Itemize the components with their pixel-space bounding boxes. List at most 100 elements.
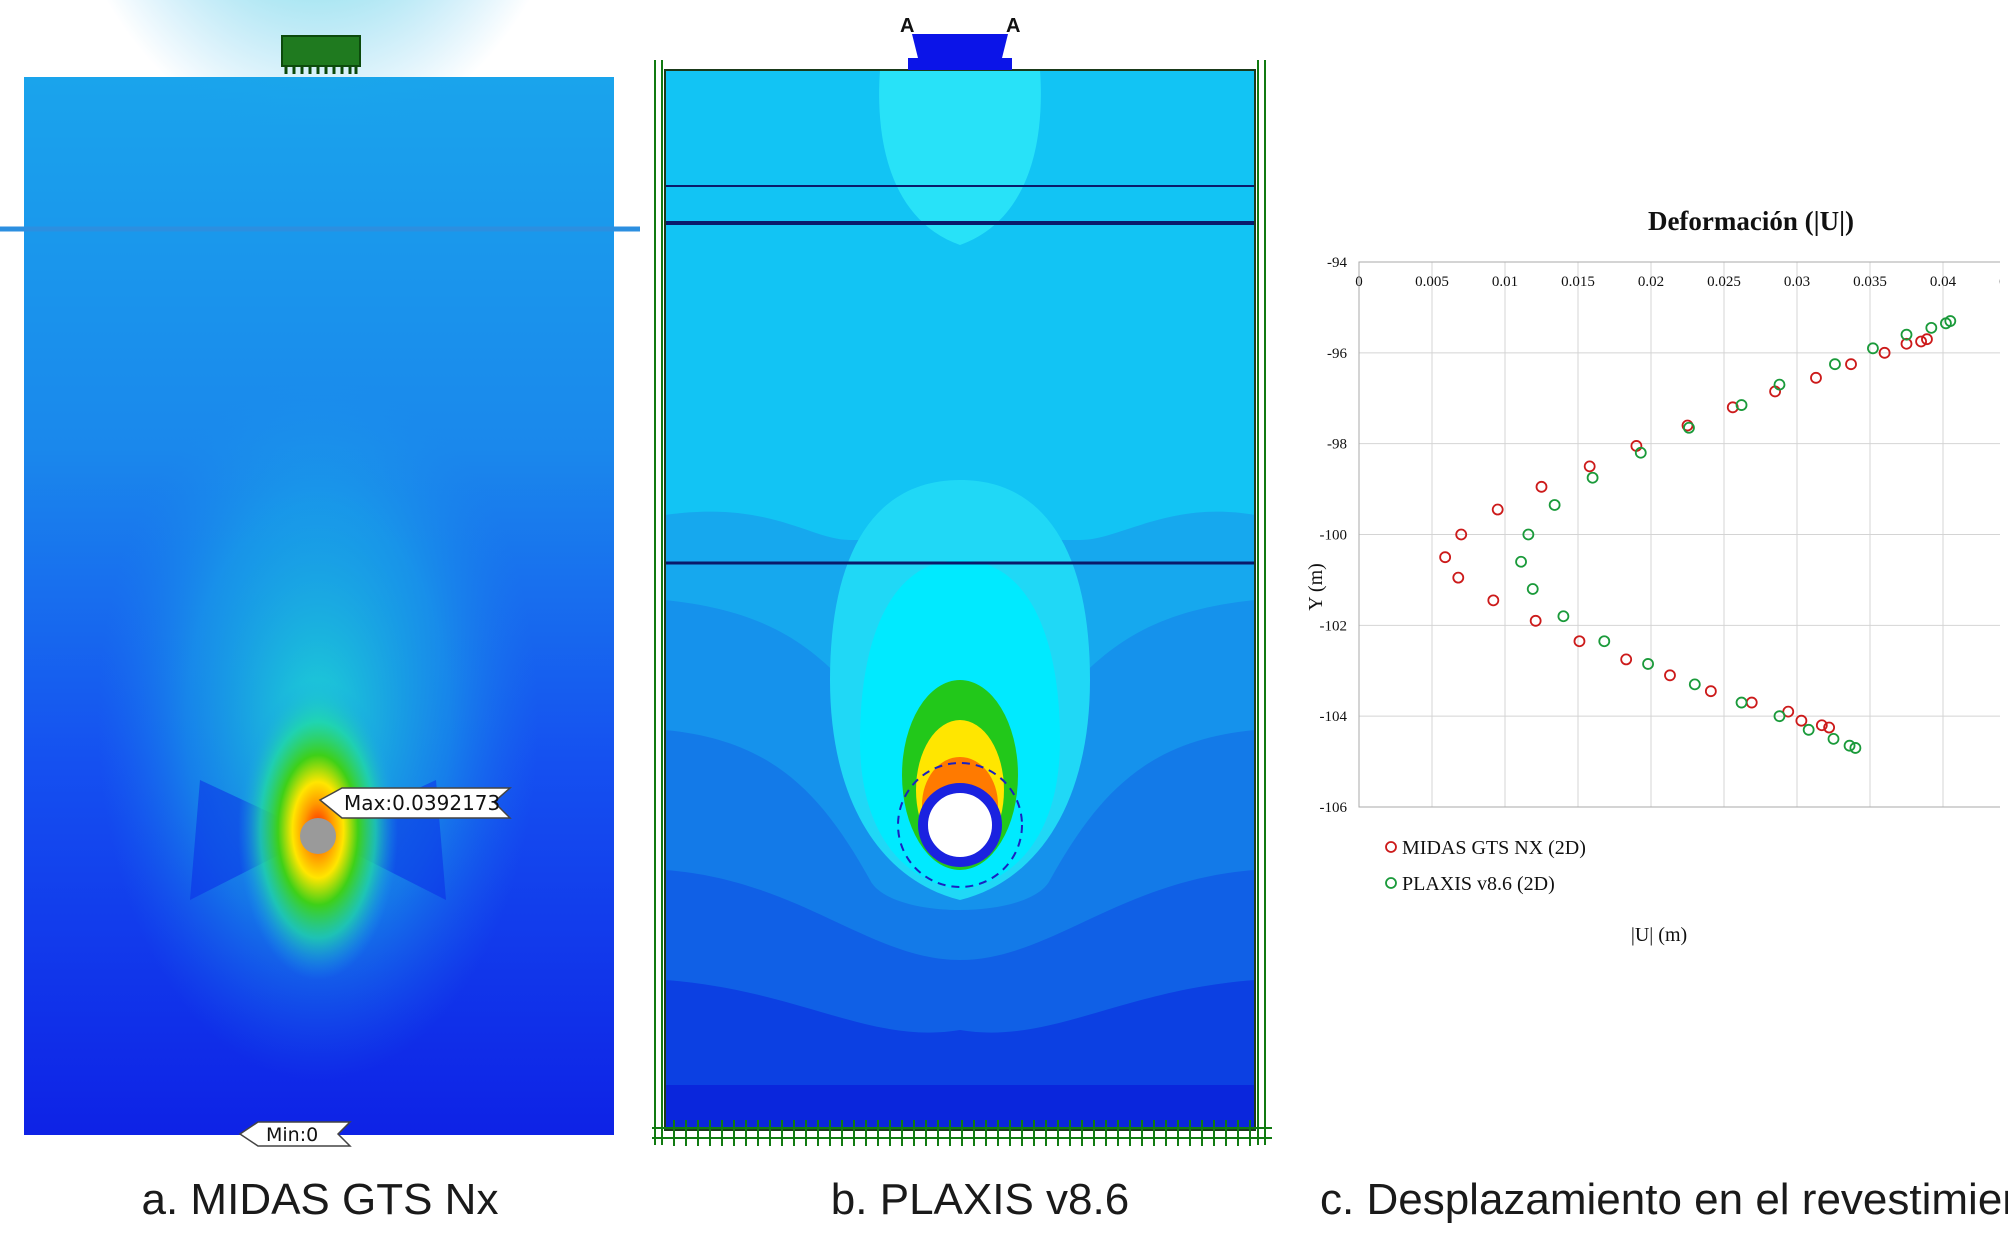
x-tick-label: 0.045 (1999, 274, 2000, 290)
data-point (1439, 551, 1452, 564)
data-point (1829, 358, 1841, 371)
contour-band-6 (665, 1085, 1255, 1130)
legend-label-midas: MIDAS GTS NX (2D) (1402, 837, 1586, 859)
data-point (1843, 739, 1856, 752)
data-point (1745, 696, 1758, 709)
plaxis-contour-plot: A A (652, 15, 1272, 1146)
data-point (1491, 503, 1504, 516)
x-tick-label: 0.03 (1784, 274, 1810, 290)
legend-label-plaxis: PLAXIS v8.6 (2D) (1402, 873, 1555, 895)
y-tick-label: -104 (1320, 709, 1348, 725)
y-tick-label: -94 (1327, 255, 1347, 271)
data-point (1452, 571, 1465, 584)
data-point (1573, 635, 1586, 648)
x-tick-label: 0.025 (1707, 274, 1741, 290)
max-label-callout: Max:0.0392173 (318, 787, 512, 819)
y-tick-label: -98 (1327, 437, 1347, 453)
caption-a: a. MIDAS GTS Nx (141, 1175, 499, 1224)
data-point (1802, 723, 1815, 736)
data-point (1704, 685, 1717, 698)
data-point (1598, 635, 1611, 648)
x-axis-label: |U| (m) (1631, 924, 1687, 946)
caption-b: b. PLAXIS v8.6 (830, 1175, 1130, 1224)
y-tick-label: -100 (1320, 528, 1348, 544)
tunnel-influence-ring (897, 762, 1023, 888)
x-tick-label: 0.015 (1561, 274, 1595, 290)
data-point (1688, 678, 1701, 691)
data-point (1795, 714, 1808, 727)
data-point (1620, 653, 1633, 666)
x-tick-label: 0.035 (1853, 274, 1887, 290)
tunnel-opening (300, 818, 336, 854)
data-point (1921, 333, 1933, 346)
max-label: Max:0.0392173 (344, 791, 500, 815)
data-point (1583, 460, 1596, 473)
point-label-a-right: A (1006, 15, 1020, 37)
x-tick-label: 0.01 (1492, 274, 1518, 290)
surface-bulb-outer (879, 70, 1041, 245)
data-point (1827, 732, 1840, 745)
x-tick-label: 0.02 (1638, 274, 1664, 290)
data-point (1526, 583, 1539, 595)
data-point (1925, 321, 1938, 334)
tunnel-lining (918, 783, 1002, 867)
plot-area (1358, 261, 2000, 808)
y-tick-labels: -94 -96 -98 -100 -102 -104 -106 (1320, 255, 1348, 816)
chart-legend: MIDAS GTS NX (2D) PLAXIS v8.6 (2D) (1385, 837, 1586, 895)
data-point (1586, 471, 1599, 484)
x-tick-label: 0 (1355, 274, 1363, 290)
data-point (1529, 614, 1542, 627)
data-point (1773, 710, 1786, 723)
data-point (1773, 378, 1786, 391)
data-point (1664, 669, 1676, 682)
y-tick-label: -106 (1320, 800, 1348, 816)
bottom-fixity-ticks (673, 1120, 1251, 1146)
legend-marker-plaxis (1385, 877, 1397, 889)
y-axis-label: Y (m) (1305, 563, 1327, 611)
plaxis-load-icon (908, 34, 1012, 70)
legend-marker-midas (1385, 841, 1397, 853)
point-label-a-left: A (900, 15, 914, 37)
data-point (1849, 742, 1862, 754)
y-tick-label: -102 (1320, 618, 1348, 634)
data-point (1878, 346, 1891, 359)
data-point (1845, 358, 1857, 371)
caption-c: c. Desplazamiento en el revestimiento (1320, 1175, 2008, 1224)
chart-grid (1358, 261, 2000, 808)
data-point (1557, 610, 1570, 623)
data-point (1815, 719, 1828, 732)
series-plaxis (1515, 315, 1957, 754)
data-point (1522, 528, 1535, 541)
data-point (1915, 335, 1927, 348)
displacement-chart: Deformación (|U|) 0 0.005 0.01 0.015 0.02 0.0… (1305, 206, 2000, 946)
data-point (1455, 528, 1468, 541)
data-point (1535, 480, 1548, 493)
data-point (1515, 555, 1527, 568)
data-point (1634, 446, 1647, 459)
data-point (1735, 696, 1748, 709)
data-point (1900, 337, 1913, 350)
data-point (1867, 342, 1879, 355)
min-label: Min:0 (266, 1124, 318, 1146)
x-tick-label: 0.04 (1930, 274, 1957, 290)
x-tick-label: 0.005 (1415, 274, 1449, 290)
min-label-callout: Min:0 (238, 1121, 352, 1147)
midas-contour-plot: Max:0.0392173 Min:0 (0, 0, 640, 1147)
data-point (1823, 721, 1836, 734)
data-point (1487, 594, 1500, 607)
data-point (1940, 317, 1952, 330)
data-point (1683, 421, 1695, 434)
surface-load-icon (281, 35, 361, 74)
x-tick-labels: 0 0.005 0.01 0.015 0.02 0.025 0.03 0.035 0.04 0.0… (1355, 274, 2000, 290)
surface-load-bulb (88, 0, 548, 407)
data-point (1642, 658, 1654, 670)
series-layer (1439, 315, 1957, 754)
chart-title: Deformación (|U|) (1648, 206, 1854, 236)
data-point (1681, 419, 1694, 432)
data-point (1735, 399, 1748, 411)
series-midas (1439, 333, 1933, 734)
data-point (1900, 328, 1913, 341)
y-tick-label: -96 (1327, 346, 1347, 362)
data-point (1810, 371, 1822, 384)
data-point (1548, 499, 1561, 511)
